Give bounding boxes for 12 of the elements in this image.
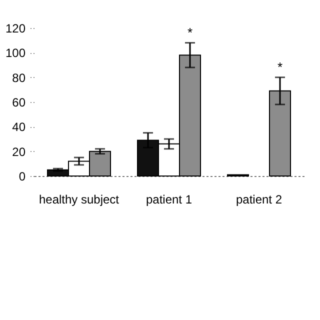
- x-tick-label: patient 2: [236, 192, 282, 206]
- x-tick-label: healthy subject: [38, 192, 120, 206]
- y-tick-label: 80: [12, 70, 26, 85]
- y-tick-label: 60: [12, 96, 26, 110]
- y-tick-label: 100: [5, 46, 26, 60]
- y-tick-label: 0: [18, 170, 26, 184]
- y-tick-label: 120: [5, 22, 26, 36]
- x-tick-label: patient 1: [146, 192, 192, 206]
- annotation: *: [277, 59, 283, 74]
- y-tick-label: 40: [12, 120, 26, 134]
- annotation: *: [187, 24, 193, 40]
- y-tick-label: 20: [12, 144, 26, 159]
